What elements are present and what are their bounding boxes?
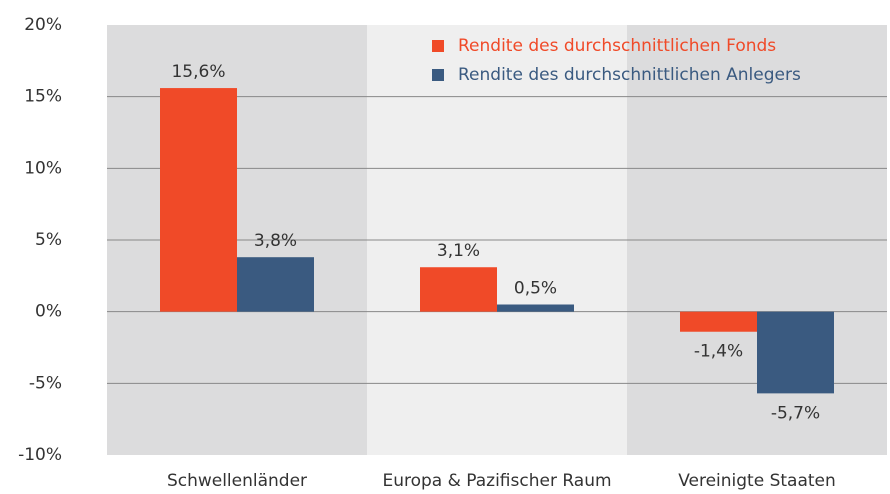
x-tick-label: Vereinigte Staaten	[678, 471, 836, 491]
legend-label: Rendite des durchschnittlichen Fonds	[458, 36, 776, 56]
bar	[757, 311, 834, 394]
y-tick-label: 20%	[24, 15, 62, 35]
y-tick-label: -5%	[29, 373, 62, 393]
y-tick-label: 15%	[24, 87, 62, 107]
y-tick-label: 0%	[35, 302, 62, 322]
data-label: -1,4%	[694, 342, 743, 362]
x-tick-label: Schwellenländer	[167, 471, 307, 491]
y-tick-label: 5%	[35, 230, 62, 250]
bar	[160, 88, 237, 312]
data-label: 15,6%	[171, 62, 225, 82]
data-label: 3,8%	[254, 231, 297, 251]
data-label: -5,7%	[771, 403, 820, 423]
data-label: 0,5%	[514, 279, 557, 299]
legend-swatch	[432, 40, 444, 52]
y-tick-label: -10%	[18, 445, 62, 465]
y-tick-label: 10%	[24, 158, 62, 178]
x-tick-label: Europa & Pazifischer Raum	[382, 471, 611, 491]
bar	[420, 267, 497, 312]
bar	[237, 257, 314, 312]
bar	[680, 311, 757, 332]
bar	[497, 304, 574, 312]
legend-label: Rendite des durchschnittlichen Anlegers	[458, 65, 801, 85]
data-label: 3,1%	[437, 241, 480, 261]
legend-swatch	[432, 69, 444, 81]
